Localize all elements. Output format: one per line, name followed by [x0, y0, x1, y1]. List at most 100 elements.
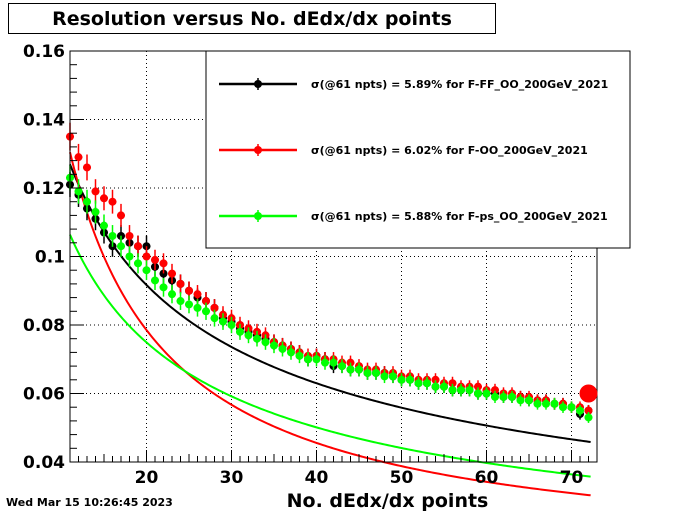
data-point [134, 253, 142, 274]
data-point [176, 292, 185, 310]
point-marker [83, 163, 91, 172]
data-point [355, 362, 363, 377]
data-point [482, 387, 491, 400]
data-point [542, 397, 550, 410]
data-point [346, 362, 355, 377]
point-marker [312, 355, 321, 364]
point-marker [83, 197, 91, 206]
point-marker [227, 321, 236, 329]
legend-marker [254, 146, 262, 154]
point-marker [176, 297, 185, 306]
data-point [261, 334, 270, 350]
x-axis-label: No. dEdx/dx points [286, 490, 489, 512]
point-marker [329, 358, 338, 367]
point-marker [389, 372, 397, 381]
data-point [210, 309, 219, 327]
data-point [100, 214, 108, 237]
data-point [142, 260, 151, 281]
point-marker [474, 382, 482, 391]
point-marker [380, 372, 389, 381]
x-tick-label: 60 [475, 468, 499, 488]
point-marker [491, 386, 499, 395]
data-point [202, 302, 210, 320]
point-marker [159, 269, 168, 278]
data-point [151, 270, 159, 291]
legend-entry: σ(@61 npts) = 5.88% for F-ps_OO_200GeV_2… [219, 210, 608, 223]
point-marker [448, 386, 457, 395]
point-marker [576, 406, 584, 415]
tick-labels: 20 30 40 50 60 70 0.04 0.06 0.08 0.1 0.12 0.14 0.16 [23, 42, 583, 488]
point-marker [91, 187, 100, 196]
point-marker [168, 290, 176, 299]
x-tick-label: 30 [220, 468, 244, 488]
data-point [304, 352, 312, 367]
point-marker [287, 348, 295, 357]
legend-label: σ(@61 npts) = 6.02% for F-OO_200GeV_2021 [311, 144, 588, 157]
point-marker [159, 283, 168, 292]
x-tick-label: 40 [305, 468, 329, 488]
point-marker [100, 221, 108, 230]
point-marker [74, 153, 83, 162]
y-tick-label: 0.1 [35, 248, 65, 268]
point-marker [431, 382, 440, 391]
fit-curve [69, 152, 591, 497]
point-marker [499, 392, 508, 401]
data-point [117, 203, 125, 227]
point-marker [151, 276, 159, 285]
point-marker [491, 392, 499, 401]
x-tick-label: 50 [390, 468, 414, 488]
legend: σ(@61 npts) = 5.89% for F-FF_OO_200GeV_2… [205, 50, 631, 249]
data-point [219, 313, 227, 330]
point-marker [533, 399, 542, 408]
point-marker [91, 207, 100, 216]
point-marker [134, 242, 142, 251]
point-marker [584, 406, 593, 415]
point-marker [185, 300, 193, 309]
point-marker [448, 379, 457, 388]
point-marker [210, 303, 219, 312]
data-point [423, 376, 431, 390]
point-marker [142, 266, 151, 275]
point-marker [202, 307, 210, 316]
legend-marker [254, 80, 262, 88]
point-marker [457, 386, 465, 395]
point-marker [261, 338, 270, 347]
data-point [159, 277, 168, 297]
data-point [168, 263, 176, 284]
data-point [295, 348, 304, 364]
point-marker [321, 358, 329, 367]
point-marker [134, 259, 142, 268]
point-marker [236, 327, 244, 336]
point-marker [176, 279, 185, 288]
point-marker [423, 379, 431, 388]
point-marker [219, 317, 227, 326]
data-point [159, 253, 168, 274]
data-point [74, 143, 83, 171]
data-point [525, 394, 533, 407]
data-point [91, 179, 100, 204]
data-point [100, 186, 108, 211]
point-marker [117, 242, 125, 251]
data-point [584, 404, 593, 417]
point-marker [253, 334, 261, 343]
data-point [151, 249, 159, 271]
point-marker [542, 399, 550, 408]
data-point [559, 401, 567, 413]
point-marker [168, 269, 176, 278]
data-point [321, 355, 329, 370]
data-point [380, 369, 389, 384]
highlight-marker [579, 384, 598, 403]
point-marker [117, 211, 125, 220]
y-tick-label: 0.16 [23, 42, 65, 62]
point-marker [210, 314, 219, 323]
data-point [125, 225, 134, 247]
data-point [576, 404, 584, 417]
point-marker [372, 368, 380, 377]
point-marker [508, 392, 516, 401]
data-point [431, 380, 440, 394]
y-tick-label: 0.04 [23, 453, 65, 473]
data-point [227, 316, 236, 334]
fit-curve [69, 163, 591, 443]
legend-label: σ(@61 npts) = 5.89% for F-FF_OO_200GeV_2… [311, 78, 608, 91]
